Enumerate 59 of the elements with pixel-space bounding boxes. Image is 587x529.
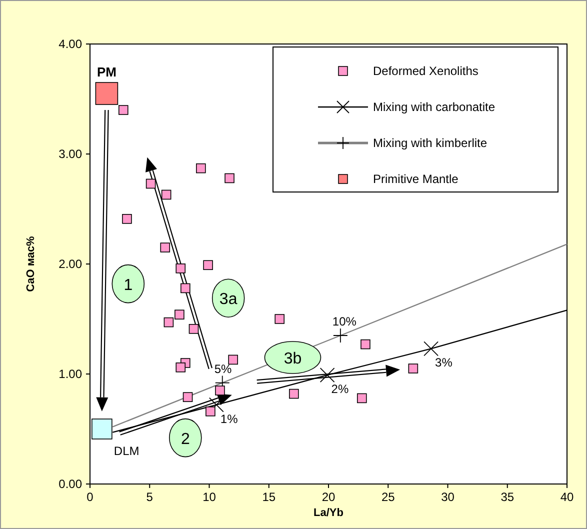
point bbox=[92, 418, 112, 440]
point bbox=[424, 341, 439, 356]
point bbox=[164, 317, 174, 328]
point bbox=[122, 214, 132, 224]
x-axis-title: La/Yb bbox=[314, 507, 344, 519]
x-tick-label: 30 bbox=[441, 490, 455, 504]
point bbox=[160, 242, 170, 252]
x-tick-label: 5 bbox=[146, 490, 154, 504]
y-axis-title: CaO мас% bbox=[25, 236, 37, 292]
point bbox=[206, 406, 216, 416]
point bbox=[224, 173, 234, 184]
annotation: DLM bbox=[114, 444, 140, 458]
legend-label: Mixing with carbonatite bbox=[373, 100, 496, 114]
point bbox=[208, 397, 224, 412]
point bbox=[228, 354, 238, 365]
x-tick-label: 25 bbox=[381, 490, 396, 504]
point bbox=[360, 339, 370, 350]
x-tick-label: 15 bbox=[262, 490, 276, 504]
y-tick-label: 4.00 bbox=[58, 37, 82, 51]
annotation: 1% bbox=[220, 412, 238, 426]
annotation: 5% bbox=[214, 362, 232, 376]
x-tick-label: 0 bbox=[86, 490, 94, 504]
point bbox=[118, 105, 128, 115]
point bbox=[215, 386, 225, 396]
x-tick-label: 20 bbox=[322, 490, 336, 504]
legend-label: Mixing with kimberlite bbox=[373, 136, 488, 150]
point bbox=[176, 264, 186, 274]
point bbox=[146, 178, 156, 189]
point bbox=[180, 283, 190, 294]
x-tick-label: 35 bbox=[500, 490, 514, 504]
y-tick-label: 3.00 bbox=[58, 147, 82, 161]
annotation: 2 bbox=[180, 430, 190, 448]
point bbox=[95, 82, 118, 105]
y-tick-label: 2.00 bbox=[58, 257, 82, 271]
point bbox=[320, 368, 335, 383]
point bbox=[289, 388, 299, 399]
point bbox=[408, 364, 418, 374]
annotation: 2% bbox=[331, 382, 349, 396]
point bbox=[196, 163, 206, 174]
point bbox=[174, 310, 184, 320]
annotation: 3% bbox=[435, 356, 453, 370]
x-tick-label: 10 bbox=[202, 490, 216, 504]
point bbox=[356, 393, 367, 404]
y-tick-label: 1.00 bbox=[58, 367, 82, 381]
point bbox=[203, 260, 213, 270]
annotation: 1 bbox=[124, 276, 133, 294]
point bbox=[176, 362, 186, 372]
annotation: 10% bbox=[332, 314, 357, 328]
legend-label: Deformed Xenoliths bbox=[373, 64, 478, 78]
point bbox=[161, 190, 172, 200]
point bbox=[182, 392, 193, 402]
y-tick-label: 0.00 bbox=[58, 477, 82, 491]
annotation: PM bbox=[96, 64, 116, 80]
x-tick-label: 40 bbox=[560, 490, 574, 504]
annotation: 3a bbox=[219, 291, 238, 308]
point bbox=[188, 324, 199, 334]
point bbox=[274, 314, 285, 324]
legend-label: Primitive Mantle bbox=[373, 172, 459, 186]
annotation: 3b bbox=[284, 350, 302, 368]
